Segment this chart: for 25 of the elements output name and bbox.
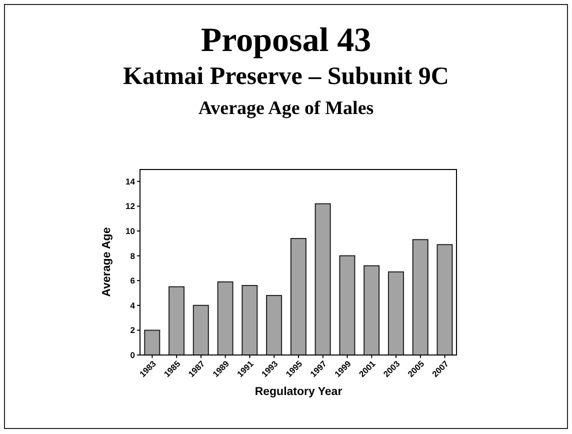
x-axis-title: Regulatory Year (254, 386, 343, 398)
bar (168, 286, 185, 355)
bar (217, 281, 234, 355)
y-tick-label: 12 (126, 201, 136, 212)
bar (436, 244, 453, 355)
bar (364, 265, 380, 355)
bar (314, 203, 331, 355)
bar (412, 239, 428, 355)
bar (242, 285, 258, 355)
bar (192, 304, 209, 355)
bar (266, 294, 282, 355)
y-tick-label: 10 (126, 226, 136, 236)
bar (388, 271, 404, 355)
y-tick-label: 2 (130, 325, 136, 336)
y-tick-label: 6 (130, 276, 136, 286)
chart-subtitle: Katmai Preserve – Subunit 9C Average Age of Males (122, 63, 450, 119)
bar (339, 255, 356, 355)
y-tick-label: 4 (130, 300, 136, 310)
bar (290, 238, 306, 355)
chart-title: Proposal 43 (200, 22, 372, 59)
y-tick-label: 14 (126, 176, 136, 186)
y-axis-title: Average Age (101, 227, 113, 297)
bar (144, 330, 160, 355)
y-tick-label: 8 (130, 250, 136, 261)
y-tick-label: 0 (130, 350, 136, 360)
